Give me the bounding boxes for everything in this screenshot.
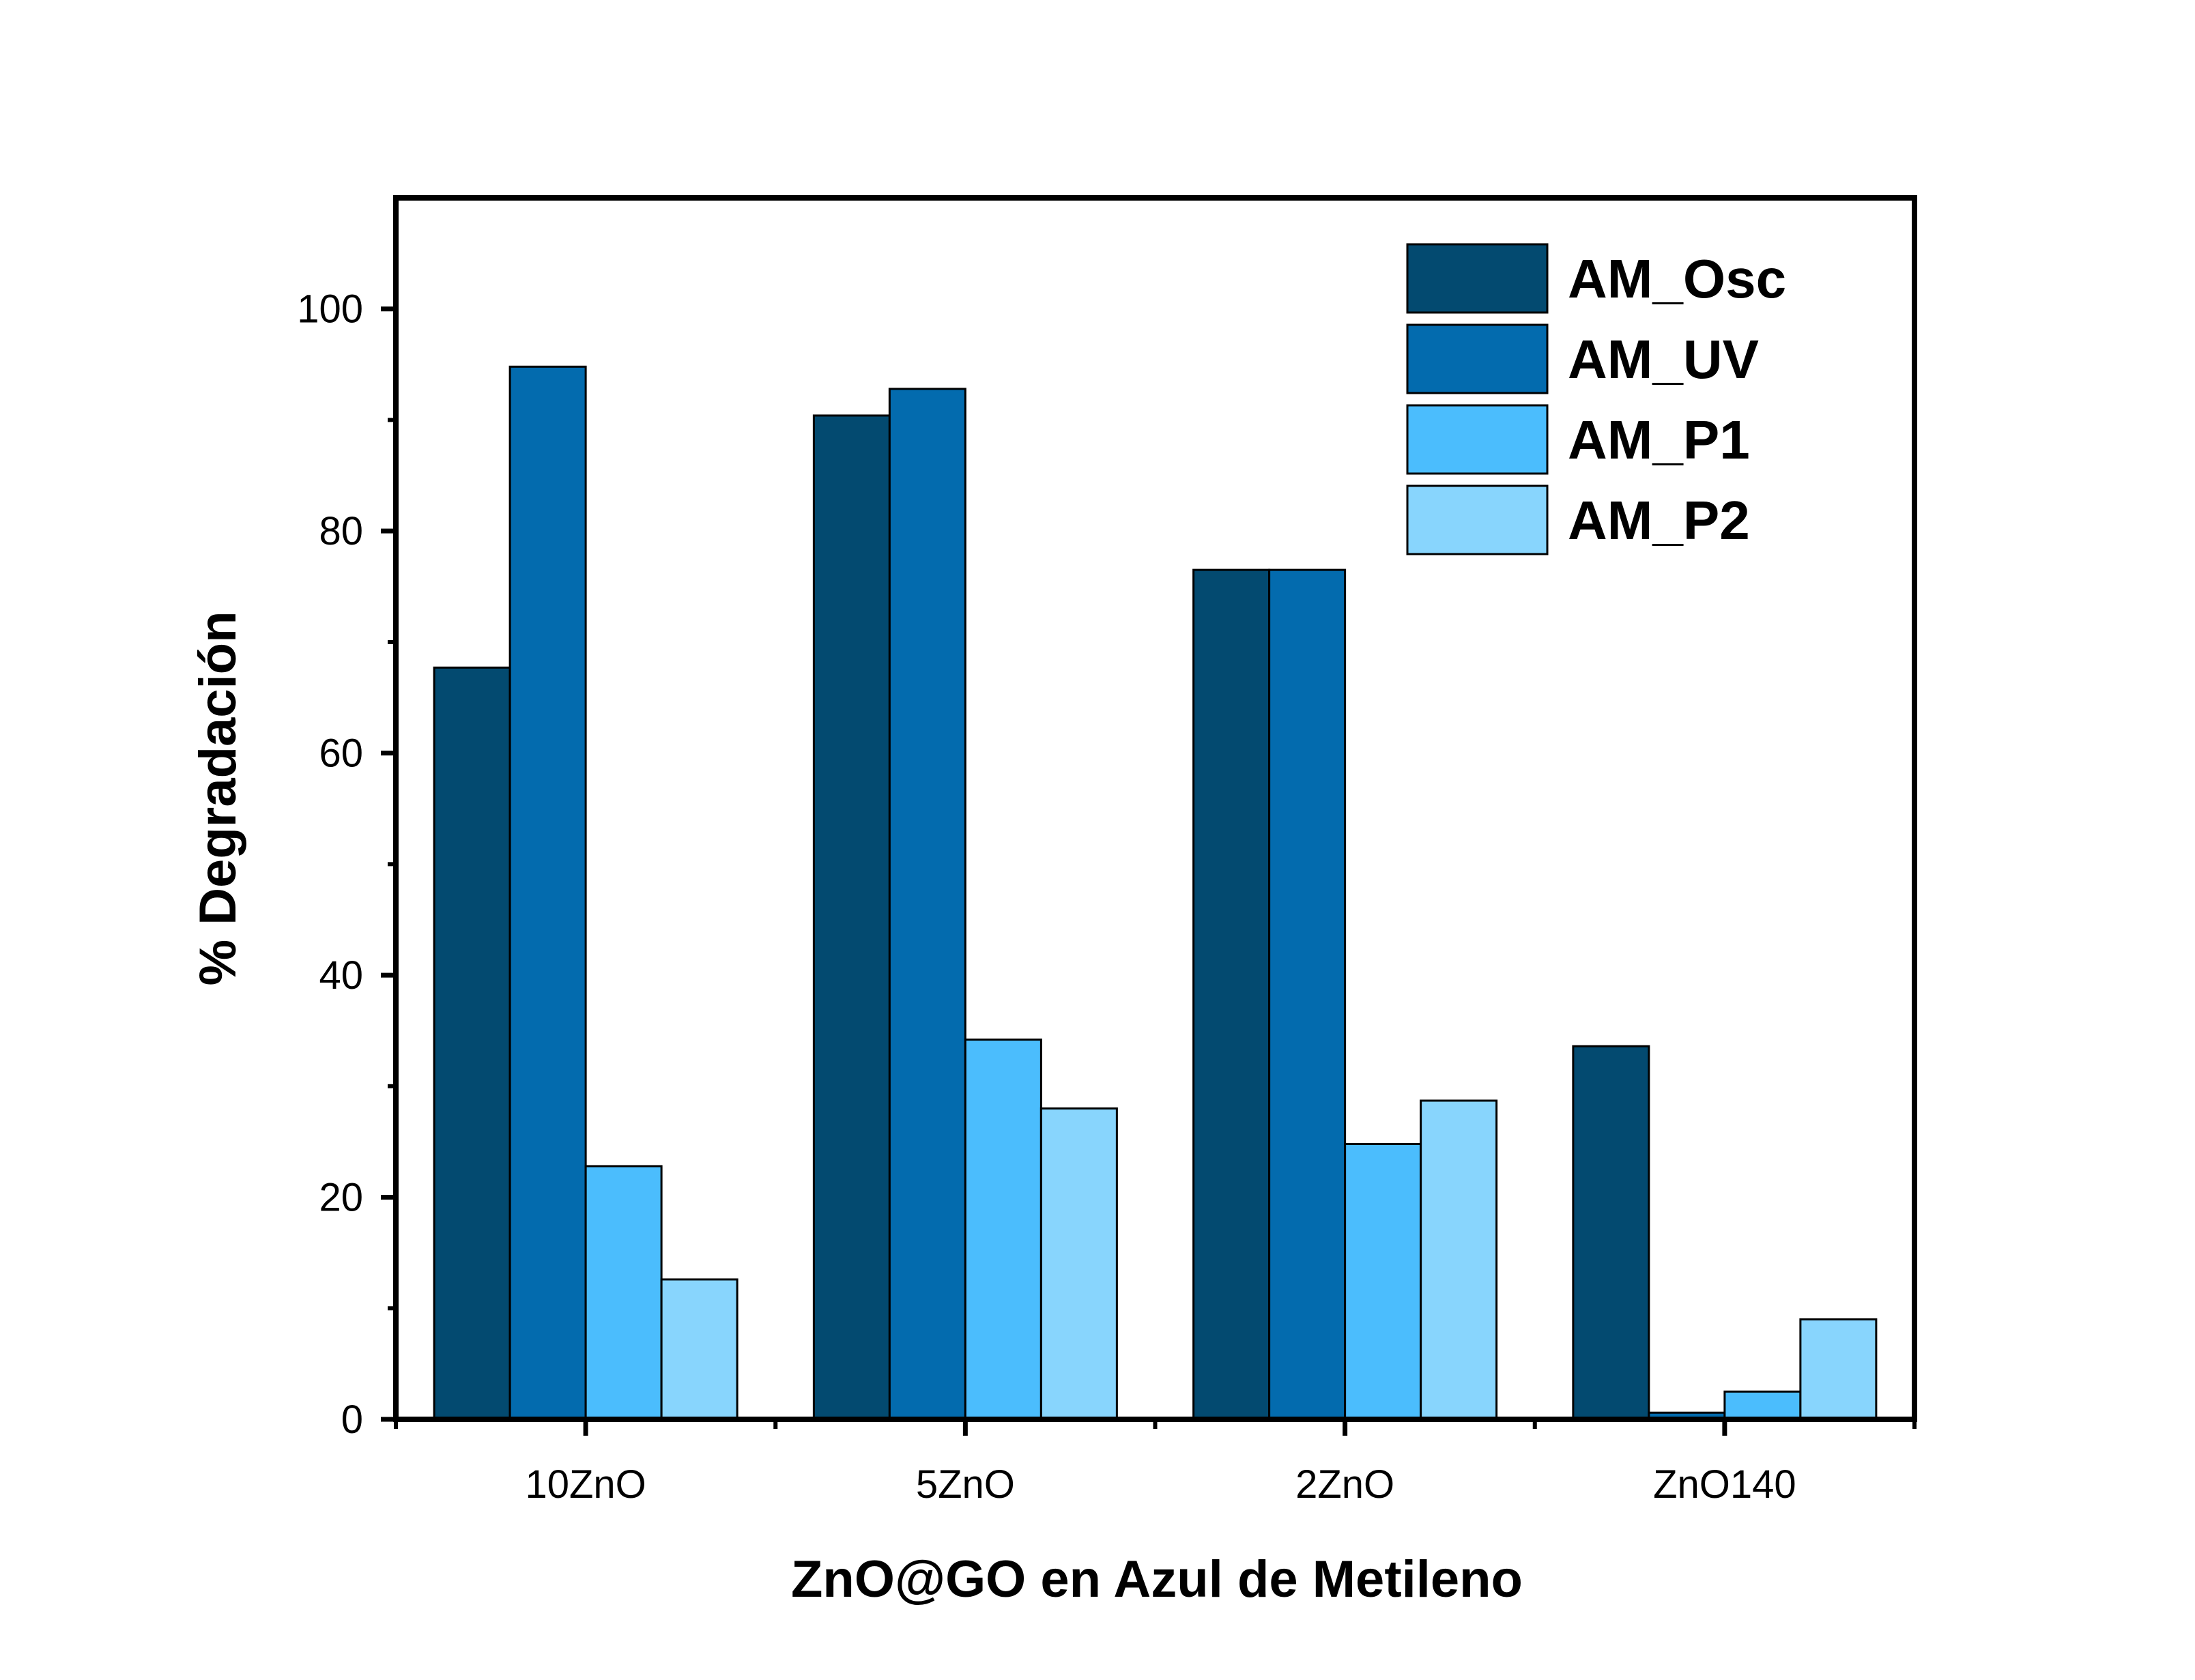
y-tick-label: 80 (319, 509, 363, 553)
bar-AM_Osc-ZnO140 (1572, 1045, 1650, 1421)
x-axis-title: ZnO@GO en Azul de Metileno (791, 1550, 1523, 1608)
bar-AM_UV-5ZnO (888, 388, 966, 1421)
legend-label-AM_P2: AM_P2 (1568, 490, 1750, 551)
legend-swatch-AM_P2 (1406, 484, 1549, 555)
x-tick-label: ZnO140 (1653, 1462, 1796, 1507)
y-tick-label: 60 (319, 732, 363, 776)
x-tick-label: 5ZnO (916, 1462, 1015, 1507)
bar-AM_P2-2ZnO (1420, 1099, 1498, 1421)
legend-label-AM_P1: AM_P1 (1568, 409, 1750, 470)
bar-AM_P1-2ZnO (1344, 1142, 1422, 1421)
y-axis-title: % Degradación (189, 611, 247, 985)
legend-label-AM_Osc: AM_Osc (1568, 248, 1786, 309)
bar-AM_Osc-2ZnO (1192, 568, 1271, 1421)
y-tick-label: 0 (341, 1397, 363, 1442)
bar-AM_P2-5ZnO (1039, 1107, 1118, 1421)
legend-swatch-AM_Osc (1406, 243, 1549, 314)
bar-AM_P1-ZnO140 (1723, 1390, 1802, 1421)
legend: AM_Osc AM_UV AM_P1 AM_P2 (1406, 243, 1786, 555)
bar-AM_P2-10ZnO (660, 1278, 738, 1421)
x-tick-label: 10ZnO (525, 1462, 646, 1507)
ticks-layer: 0 20 40 60 80 100 10ZnO 5ZnO 2ZnO ZnO140 (297, 287, 1917, 1507)
bar-AM_Osc-10ZnO (433, 666, 511, 1421)
x-tick-label: 2ZnO (1295, 1462, 1394, 1507)
bars-layer (433, 365, 1878, 1421)
bar-AM_P2-ZnO140 (1799, 1318, 1878, 1421)
legend-swatch-AM_UV (1406, 323, 1549, 394)
legend-swatch-AM_P1 (1406, 404, 1549, 475)
y-tick-label: 20 (319, 1176, 363, 1220)
y-tick-label: 100 (297, 287, 363, 332)
bar-AM_Osc-5ZnO (812, 414, 891, 1421)
legend-label-AM_UV: AM_UV (1568, 329, 1759, 390)
y-tick-label: 40 (319, 953, 363, 998)
bar-AM_P1-5ZnO (964, 1038, 1042, 1421)
bar-AM_UV-10ZnO (508, 365, 587, 1421)
bar-AM_UV-2ZnO (1268, 568, 1347, 1421)
bar-AM_P1-10ZnO (584, 1165, 663, 1421)
